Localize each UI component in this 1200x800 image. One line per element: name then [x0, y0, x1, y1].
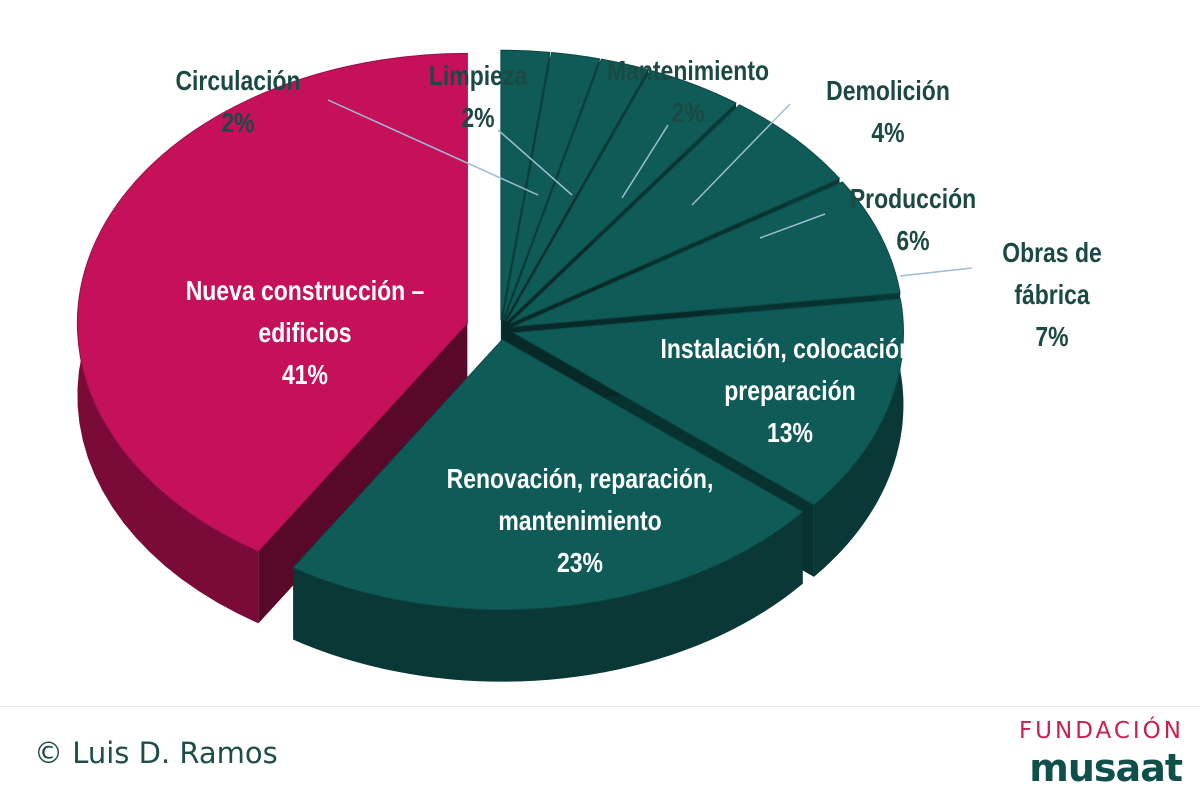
slice-name-label: Producción [850, 183, 976, 214]
slice-top [509, 104, 841, 324]
slice-name-label: mantenimiento [498, 505, 661, 536]
leader-line [759, 213, 826, 239]
slice-percent-label: 2% [671, 97, 704, 128]
leader-line [899, 267, 973, 277]
slice-top [500, 49, 551, 321]
leader-line [691, 103, 791, 206]
slice-percent-label: 6% [896, 225, 929, 256]
slice-name-label: Nueva construcción – [186, 275, 425, 306]
slice-name-label: Obras de [1002, 237, 1102, 268]
slice-percent-label: 4% [871, 117, 904, 148]
slice-top [292, 339, 804, 611]
leader-line [497, 129, 573, 196]
slice-percent-label: 41% [282, 359, 328, 390]
slice-percent-label: 2% [461, 102, 494, 133]
slice-top [506, 69, 737, 322]
copyright-credit: © Luis D. Ramos [34, 736, 278, 770]
logo-musaat: musaat [1029, 746, 1183, 790]
pie-chart: Nueva construcción – edificios 41% Renovaci… [76, 49, 1102, 682]
slice-percent-label: 7% [1035, 321, 1068, 352]
slice-percent-label: 2% [221, 107, 254, 138]
pie-slice-2 [292, 339, 804, 682]
slice-name-label: edificios [258, 317, 351, 348]
slice-top [512, 181, 901, 328]
slice-name-label: Renovación, reparación, [447, 463, 714, 494]
slice-side [293, 511, 803, 682]
footer-divider [0, 706, 1200, 707]
slice-percent-label: 13% [767, 417, 813, 448]
logo-foundation-text: FUNDACIÓN [1018, 718, 1184, 744]
slice-side [813, 298, 904, 577]
slice-top [511, 298, 904, 506]
slice-labels: Nueva construcción – edificios 41% Renovaci… [175, 55, 1101, 578]
leader-line [327, 99, 539, 196]
slice-name-label: Instalación, colocación, [660, 333, 919, 364]
slice-name-label: Demolición [826, 75, 950, 106]
slice-name-label: Mantenimiento [607, 55, 769, 86]
pie-slices [76, 49, 904, 682]
slice-name-label: preparación [724, 375, 855, 406]
slice-top [502, 51, 601, 321]
leader-line [621, 124, 669, 199]
slice-name-label: Limpieza [429, 60, 528, 91]
slice-name-label: fábrica [1014, 279, 1090, 310]
slice-top [503, 58, 649, 321]
slice-top [76, 52, 468, 552]
slice-name-label: Circulación [175, 65, 300, 96]
slice-percent-label: 23% [557, 547, 603, 578]
